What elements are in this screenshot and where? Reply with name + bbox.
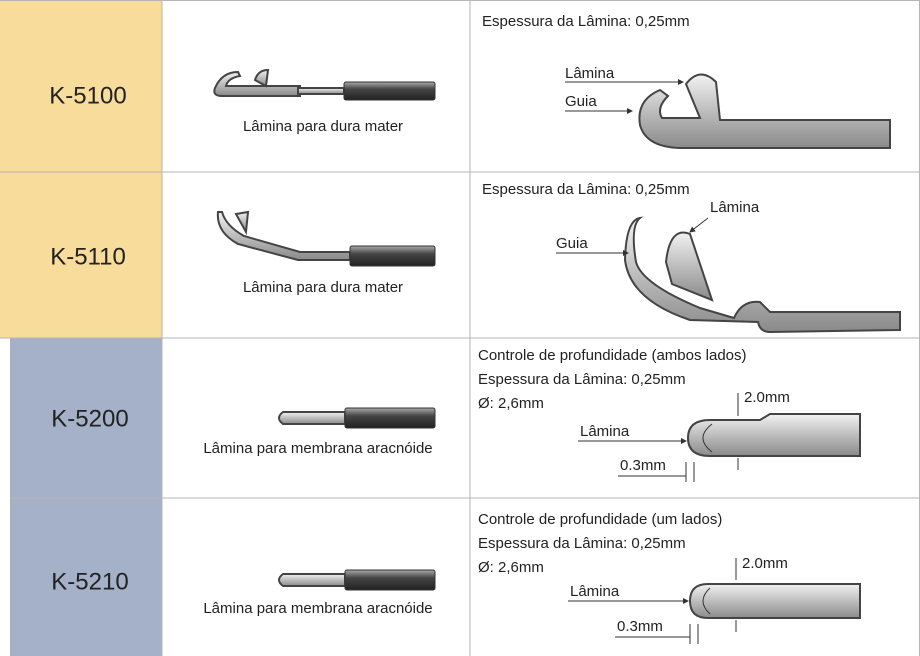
product-code: K-5110: [50, 243, 126, 270]
diagram-label: 2.0mm: [744, 389, 790, 406]
caption: Lâmina para membrana aracnóide: [203, 600, 432, 617]
spec-line: Espessura da Lâmina: 0,25mm: [482, 181, 690, 198]
spec-line: Espessura da Lâmina: 0,25mm: [478, 535, 686, 552]
diagram-label: Guia: [556, 235, 588, 252]
spec-line: Controle de profundidade (um lados): [478, 511, 722, 528]
diagram-label: Lâmina: [580, 423, 630, 440]
diagram-label: Lâmina: [570, 583, 620, 600]
product-code: K-5210: [51, 568, 128, 595]
diagram-label: 2.0mm: [742, 555, 788, 572]
spec-line: Controle de profundidade (ambos lados): [478, 347, 747, 364]
diagram-label: 0.3mm: [620, 457, 666, 474]
caption: Lâmina para dura mater: [243, 279, 403, 296]
label-arrow: [689, 217, 709, 233]
diagram-label: 0.3mm: [617, 618, 663, 635]
blade-diagram: [623, 216, 901, 334]
blade-diagram: [638, 73, 891, 149]
spec-line: Ø: 2,6mm: [478, 559, 544, 576]
diagram-label: Lâmina: [710, 199, 760, 216]
spec-line: Ø: 2,6mm: [478, 395, 544, 412]
blade-diagram: [685, 393, 861, 482]
instrument-image: [213, 68, 436, 101]
spec-line: Espessura da Lâmina: 0,25mm: [482, 13, 690, 30]
diagram-label: Lâmina: [565, 65, 615, 82]
diagram-label: Guia: [565, 93, 597, 110]
instrument-image: [278, 569, 436, 591]
blade-diagram: [688, 558, 861, 644]
caption: Lâmina para dura mater: [243, 118, 403, 135]
caption: Lâmina para membrana aracnóide: [203, 440, 432, 457]
product-code: K-5200: [51, 405, 128, 432]
instrument-image: [278, 407, 436, 429]
code-cell-bg: [10, 338, 162, 656]
code-cell-bg: [0, 0, 162, 338]
spec-line: Espessura da Lâmina: 0,25mm: [478, 371, 686, 388]
instrument-image: [216, 210, 436, 267]
product-code: K-5100: [49, 82, 126, 109]
